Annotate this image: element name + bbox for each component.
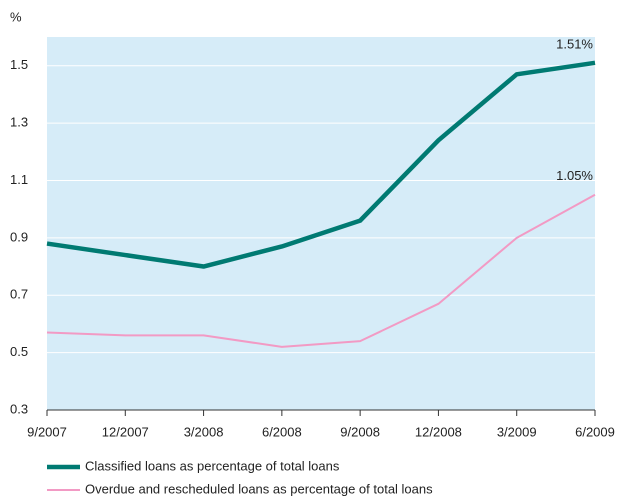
y-tick-label: 0.7	[10, 287, 28, 302]
y-tick-label: 0.5	[10, 344, 28, 359]
plot-background	[47, 37, 595, 410]
series-line	[46, 193, 596, 348]
y-axis-label: %	[10, 9, 22, 24]
y-tick-label: 0.3	[10, 401, 28, 416]
legend-label: Classified loans as percentage of total …	[85, 458, 340, 473]
series-line	[46, 60, 596, 269]
x-tick-label: 12/2008	[415, 424, 462, 439]
x-tick-label: 3/2009	[497, 424, 537, 439]
y-tick-label: 1.1	[10, 172, 28, 187]
x-tick-label: 3/2008	[184, 424, 224, 439]
value-label: 1.05%	[556, 168, 593, 183]
y-tick-label: 1.3	[10, 115, 28, 130]
y-tick-label: 1.5	[10, 57, 28, 72]
x-tick-label: 9/2007	[27, 424, 67, 439]
y-tick-label: 0.9	[10, 229, 28, 244]
x-tick-label: 6/2008	[262, 424, 302, 439]
x-tick-label: 9/2008	[340, 424, 380, 439]
value-label: 1.51%	[556, 36, 593, 51]
x-tick-label: 6/2009	[575, 424, 615, 439]
x-tick-label: 12/2007	[102, 424, 149, 439]
legend-label: Overdue and rescheduled loans as percent…	[85, 481, 433, 496]
